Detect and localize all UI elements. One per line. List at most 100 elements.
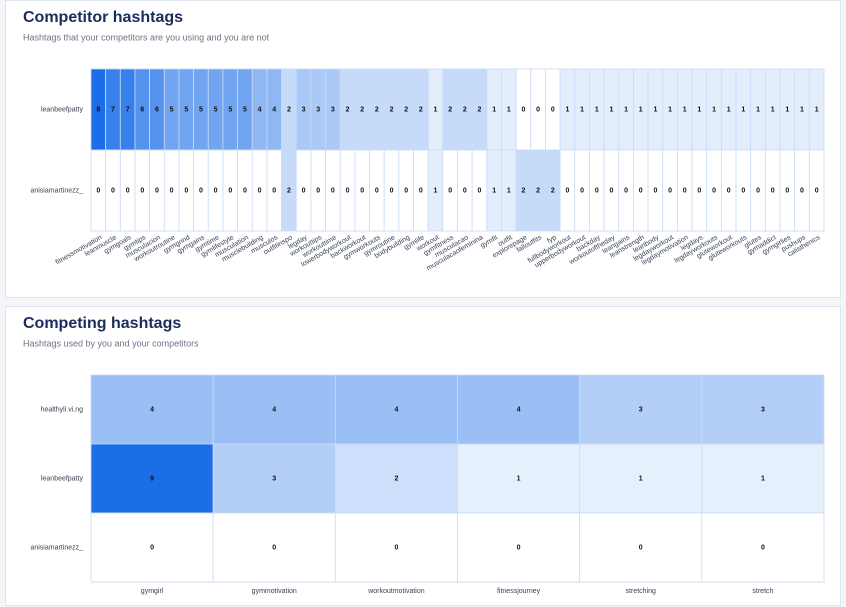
cell-value: 4 <box>150 406 154 413</box>
cell-value: 0 <box>536 106 540 113</box>
column-label: fyp <box>546 234 558 245</box>
cell-value: 2 <box>287 106 291 113</box>
card-title: Competitor hashtags <box>23 9 183 26</box>
cell-value: 0 <box>272 187 276 194</box>
heat-cell <box>701 443 825 514</box>
cell-value: 4 <box>258 106 262 113</box>
column-label: gymmotivation <box>252 588 297 595</box>
cell-value: 4 <box>517 406 521 413</box>
cell-value: 2 <box>536 187 540 194</box>
cell-value: 0 <box>346 187 350 194</box>
heat-cell <box>701 374 825 445</box>
cell-value: 2 <box>448 106 452 113</box>
card: Competing hashtags Hashtags used by you a… <box>5 306 841 606</box>
cell-value: 1 <box>727 106 731 113</box>
heat-cell <box>90 443 214 514</box>
cell-value: 1 <box>668 106 672 113</box>
cell-value: 1 <box>492 187 496 194</box>
cell-value: 1 <box>639 106 643 113</box>
cell-value: 0 <box>150 544 154 551</box>
cell-value: 0 <box>761 544 765 551</box>
cell-value: 1 <box>624 106 628 113</box>
cell-value: 0 <box>272 544 276 551</box>
cell-value: 5 <box>228 106 232 113</box>
cell-value: 1 <box>756 106 760 113</box>
heat-cell <box>90 374 214 445</box>
cell-value: 0 <box>126 187 130 194</box>
cell-value: 0 <box>111 187 115 194</box>
cell-value: 1 <box>683 106 687 113</box>
cell-value: 1 <box>517 475 521 482</box>
cell-value: 2 <box>404 106 408 113</box>
cell-value: 0 <box>517 544 521 551</box>
cell-value: 0 <box>522 106 526 113</box>
cell-value: 0 <box>653 187 657 194</box>
heat-cell <box>701 512 825 583</box>
cell-value: 0 <box>419 187 423 194</box>
cell-value: 2 <box>551 187 555 194</box>
row-label: healthyli.vi.ng <box>41 406 84 413</box>
cell-value: 0 <box>228 187 232 194</box>
cell-value: 3 <box>302 106 306 113</box>
cell-value: 1 <box>434 187 438 194</box>
heat-cell <box>334 443 458 514</box>
heat-cell <box>808 149 825 232</box>
card-subtitle: Hashtags that your competitors are you u… <box>23 32 270 42</box>
cell-value: 2 <box>419 106 423 113</box>
cell-value: 1 <box>434 106 438 113</box>
cell-value: 1 <box>639 475 643 482</box>
cell-value: 1 <box>492 106 496 113</box>
cell-value: 0 <box>609 187 613 194</box>
cell-value: 0 <box>360 187 364 194</box>
heat-cell <box>334 512 458 583</box>
cell-value: 0 <box>639 187 643 194</box>
cell-value: 0 <box>668 187 672 194</box>
cell-value: 2 <box>394 475 398 482</box>
cell-value: 1 <box>800 106 804 113</box>
heat-cell <box>579 512 703 583</box>
cell-value: 8 <box>96 106 100 113</box>
cell-value: 0 <box>199 187 203 194</box>
chart: Competitor hashtags Hashtags that your co… <box>23 9 825 272</box>
cell-value: 0 <box>448 187 452 194</box>
cell-value: 0 <box>184 187 188 194</box>
column-label: workoutmotivation <box>367 588 425 595</box>
cell-value: 1 <box>741 106 745 113</box>
cell-value: 0 <box>741 187 745 194</box>
cell-value: 0 <box>302 187 306 194</box>
cell-value: 4 <box>272 106 276 113</box>
cell-value: 9 <box>150 475 154 482</box>
cell-value: 1 <box>507 187 511 194</box>
cell-value: 0 <box>727 187 731 194</box>
column-label: gymgirl <box>141 588 164 595</box>
cell-value: 0 <box>390 187 394 194</box>
cell-value: 1 <box>653 106 657 113</box>
cell-value: 7 <box>111 106 115 113</box>
cell-value: 0 <box>463 187 467 194</box>
cell-value: 0 <box>316 187 320 194</box>
cell-value: 4 <box>272 406 276 413</box>
cell-value: 4 <box>394 406 398 413</box>
column-label: stretching <box>626 588 656 595</box>
heat-cell <box>579 443 703 514</box>
heat-cell <box>212 512 336 583</box>
heat-cell <box>457 374 581 445</box>
cell-value: 6 <box>140 106 144 113</box>
heat-cell <box>457 443 581 514</box>
cell-value: 5 <box>243 106 247 113</box>
cell-value: 0 <box>785 187 789 194</box>
cell-value: 0 <box>697 187 701 194</box>
heat-cell <box>212 443 336 514</box>
card: Competitor hashtags Hashtags that your co… <box>5 0 841 298</box>
column-label: fitnessjourney <box>497 588 541 595</box>
cell-value: 0 <box>639 544 643 551</box>
row-label: anisiamartinezz_ <box>30 187 83 194</box>
cell-value: 0 <box>551 106 555 113</box>
cell-value: 1 <box>595 106 599 113</box>
heat-cell <box>334 374 458 445</box>
cell-value: 1 <box>761 475 765 482</box>
cell-value: 1 <box>609 106 613 113</box>
cell-value: 3 <box>761 406 765 413</box>
cell-value: 2 <box>375 106 379 113</box>
cell-value: 0 <box>140 187 144 194</box>
